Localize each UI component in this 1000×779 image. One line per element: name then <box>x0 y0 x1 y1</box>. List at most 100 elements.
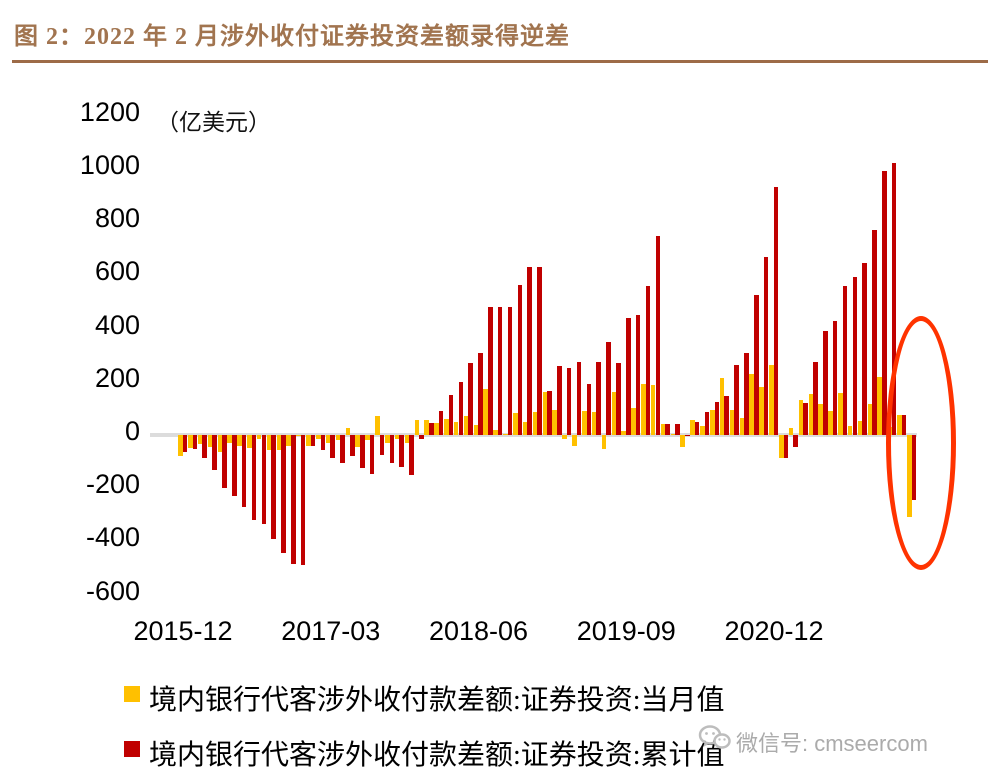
bar-monthly <box>483 388 489 435</box>
bar-cumulative <box>300 435 306 566</box>
watermark-text: 微信号: cmseercom <box>736 731 928 756</box>
bar-cumulative <box>389 435 395 463</box>
legend-label-cumulative: 境内银行代客涉外收付款差额:证券投资:累计值 <box>149 740 725 771</box>
bar-monthly <box>611 392 617 435</box>
bar-monthly <box>345 428 351 435</box>
bar-cumulative <box>852 276 858 435</box>
bar-cumulative <box>793 435 798 447</box>
bar-monthly <box>394 435 400 439</box>
bar-monthly <box>227 435 232 443</box>
bar-cumulative <box>714 402 720 435</box>
bar-monthly <box>178 435 183 457</box>
legend-swatch-cumulative <box>124 741 140 757</box>
bar-cumulative <box>783 435 789 458</box>
bar-cumulative <box>330 435 336 458</box>
bar-monthly <box>778 435 784 458</box>
bar-monthly <box>513 413 518 435</box>
y-tick-label: -200 <box>85 469 140 500</box>
x-tick-label: 2020-12 <box>724 616 824 646</box>
bar-monthly <box>463 415 469 435</box>
title-separator <box>12 60 988 63</box>
bar-cumulative <box>212 435 217 470</box>
bar-monthly <box>808 393 814 435</box>
bar-monthly <box>631 408 636 435</box>
bar-cumulative <box>596 362 601 435</box>
x-tick-label: 2015-12 <box>133 616 233 646</box>
bar-cumulative <box>291 435 296 564</box>
bar-monthly <box>247 435 252 449</box>
y-tick-label: 200 <box>94 362 140 393</box>
bar-monthly <box>532 412 538 435</box>
bar-cumulative <box>891 163 897 435</box>
x-tick-label: 2018-06 <box>428 616 529 646</box>
bar-cumulative <box>468 362 473 435</box>
bar-cumulative <box>576 362 582 435</box>
bar-cumulative <box>586 383 592 435</box>
bar-cumulative <box>478 352 483 435</box>
bar-monthly <box>838 393 843 435</box>
bar-cumulative <box>340 435 345 463</box>
bar-cumulative <box>182 435 188 453</box>
bar-monthly <box>788 428 794 435</box>
bar-monthly <box>857 421 863 435</box>
bar-cumulative <box>231 435 237 497</box>
bar-monthly <box>818 404 823 435</box>
bar-monthly <box>187 435 193 449</box>
highlight-ellipse-annotation <box>886 316 956 570</box>
bar-monthly <box>670 434 676 435</box>
bar-cumulative <box>360 435 365 469</box>
bar-cumulative <box>537 267 542 435</box>
bar-cumulative <box>261 435 267 525</box>
bar-monthly <box>453 421 459 435</box>
bar-cumulative <box>832 320 838 435</box>
bar-cumulative <box>271 435 276 539</box>
bar-monthly <box>414 420 420 435</box>
bar-monthly <box>700 425 705 435</box>
bar-monthly <box>384 435 390 443</box>
bar-monthly <box>434 423 439 435</box>
bar-cumulative <box>882 171 887 435</box>
bar-monthly <box>276 435 282 450</box>
bar-cumulative <box>448 395 454 435</box>
y-tick-label: 0 <box>124 416 140 446</box>
bar-cumulative <box>281 435 286 554</box>
bar-cumulative <box>773 187 779 435</box>
bar-cumulative <box>754 294 759 435</box>
bar-cumulative <box>606 341 611 435</box>
bar-monthly <box>572 435 577 446</box>
bar-monthly <box>424 420 429 435</box>
bar-monthly <box>542 392 548 435</box>
bar-cumulative <box>251 435 257 521</box>
bar-monthly <box>266 435 272 450</box>
bar-monthly <box>660 424 666 435</box>
bar-cumulative <box>399 435 404 467</box>
bar-cumulative <box>685 435 690 437</box>
bar-cumulative <box>803 403 808 435</box>
bar-monthly <box>503 434 508 435</box>
bar-monthly <box>581 410 587 435</box>
bar-monthly <box>749 373 754 435</box>
bar-cumulative <box>458 381 464 435</box>
bar-cumulative <box>813 361 818 435</box>
bar-monthly <box>375 416 380 435</box>
bar-monthly <box>473 424 479 435</box>
bar-cumulative <box>527 266 533 435</box>
bar-monthly <box>404 435 410 443</box>
y-tick-label: 1200 <box>79 96 140 127</box>
wechat-icon <box>698 724 732 760</box>
figure-title: 图 2：2022 年 2 月涉外收付证券投资差额录得逆差 <box>14 24 570 50</box>
bar-monthly <box>522 421 528 435</box>
bar-monthly <box>237 435 242 446</box>
bar-cumulative <box>438 411 444 435</box>
bar-monthly <box>306 435 311 446</box>
bar-cumulative <box>547 391 552 435</box>
bar-cumulative <box>320 435 326 450</box>
bar-cumulative <box>241 435 247 507</box>
bar-monthly <box>493 429 498 435</box>
y-tick-label: -400 <box>85 522 140 553</box>
bar-cumulative <box>557 365 562 435</box>
bar-monthly <box>739 417 745 435</box>
bar-monthly <box>591 412 597 435</box>
bar-monthly <box>601 435 607 449</box>
legend-label-monthly: 境内银行代客涉外收付款差额:证券投资:当月值 <box>149 685 725 716</box>
